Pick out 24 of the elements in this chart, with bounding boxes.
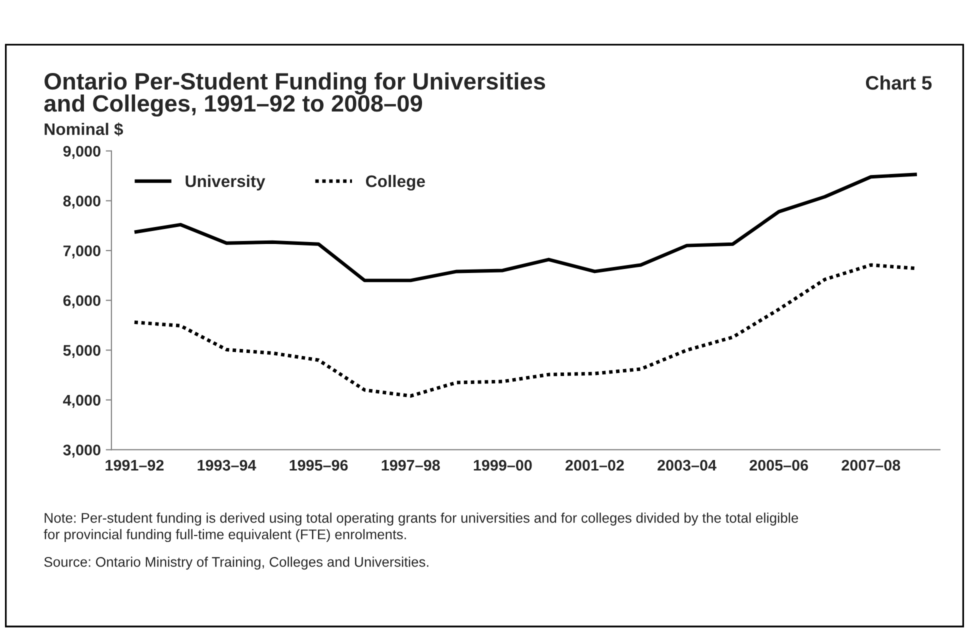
x-tick-label: 1991–92 (106, 460, 164, 471)
x-tick-label: 1999–00 (474, 460, 532, 471)
x-tick-label: 2005–06 (750, 460, 808, 471)
y-tick-label: 4,000 (63, 394, 100, 408)
y-axis-title: Nominal $ (44, 122, 124, 136)
source-note: Source: Ontario Ministry of Training, Colleges and Universities. (44, 556, 428, 570)
y-tick-label: 6,000 (63, 295, 100, 308)
y-tick-label: 7,000 (63, 245, 100, 258)
legend-label: University (186, 174, 266, 190)
line-series (132, 172, 919, 282)
chart-subtitle: Chart 5 (866, 75, 932, 90)
y-tick-label: 8,000 (63, 196, 100, 209)
chart-title: Ontario Per-Student Funding for Universities and Colleges, 1991–92 to 2008–09 (44, 72, 546, 117)
x-tick-label: 2007–08 (842, 460, 900, 471)
text: Note: Per-student funding is derived using total operating grants for universities and for colleges divided by the total eligible for provincial funding full-time equivalent (FTE) enrolments. (44, 512, 798, 542)
x-tick-label: 2001–02 (566, 460, 624, 471)
x-tick-label: 1993–94 (198, 460, 256, 471)
y-tick-label: 9,000 (63, 146, 100, 159)
legend-label: College (366, 174, 425, 191)
x-tick-label: 1995–96 (290, 460, 348, 471)
y-tick-label: 5,000 (63, 345, 100, 358)
x-tick-label: 1997–98 (382, 460, 440, 471)
x-tick-label: 2003–04 (658, 460, 716, 471)
y-tick-label: 3,000 (63, 444, 100, 458)
